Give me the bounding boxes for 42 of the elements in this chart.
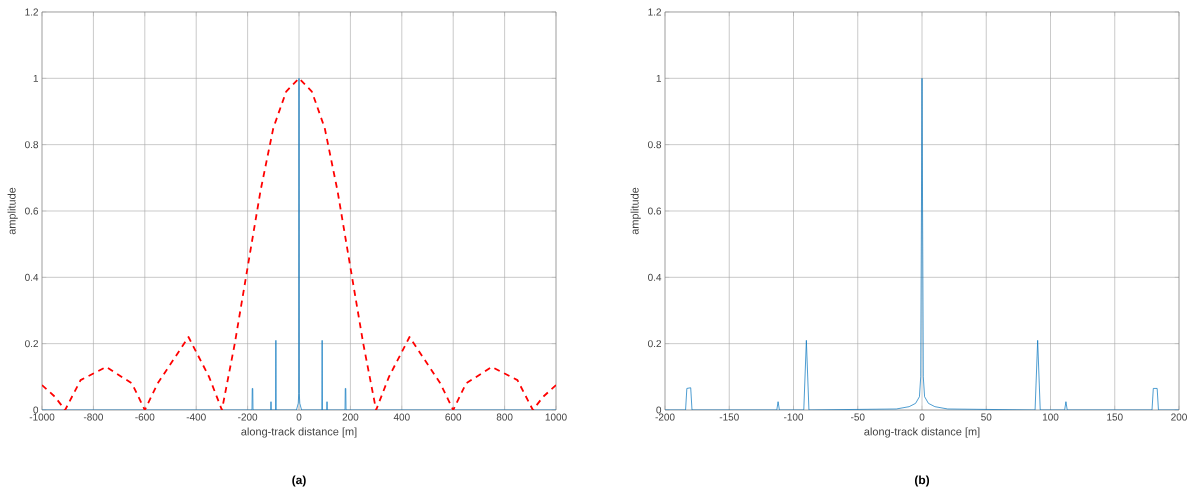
y-tick-label: 1 [33, 74, 39, 82]
y-axis-title: amplitude [630, 187, 641, 235]
y-tick-label: 0.8 [25, 141, 39, 149]
x-tick-label: 200 [342, 413, 359, 421]
y-axis-title: amplitude [7, 187, 18, 235]
x-tick-label: -100 [783, 413, 804, 421]
x-tick-label: 0 [296, 413, 302, 421]
x-tick-label: -1000 [29, 413, 55, 421]
y-tick-label: 0 [656, 406, 662, 414]
y-tick-label: 0.4 [25, 273, 39, 281]
x-tick-label: 400 [393, 413, 410, 421]
x-axis-title: along-track distance [m] [864, 427, 980, 438]
x-tick-label: 200 [1171, 413, 1187, 421]
x-tick-label: -200 [655, 413, 675, 421]
x-tick-label: 1000 [545, 413, 567, 421]
x-tick-label: 50 [981, 413, 992, 421]
y-tick-label: 1 [656, 74, 662, 82]
x-tick-label: 0 [919, 413, 925, 421]
text: (b) [914, 475, 930, 487]
x-tick-label: 100 [1042, 413, 1059, 421]
x-axis-title: along-track distance [m] [241, 427, 357, 438]
x-tick-label: 600 [445, 413, 462, 421]
y-tick-label: 0.6 [648, 207, 662, 215]
line-series [665, 77, 1180, 410]
x-tick-label: -150 [719, 413, 739, 421]
x-tick-label: -600 [135, 413, 155, 421]
y-tick-label: 0.6 [25, 207, 39, 215]
y-tick-label: 0.4 [648, 273, 662, 281]
x-tick-label: -800 [83, 413, 103, 421]
y-tick-label: 0.2 [648, 340, 661, 348]
x-tick-label: -400 [186, 413, 206, 421]
y-tick-label: 0.2 [25, 340, 38, 348]
x-tick-label: 800 [496, 413, 513, 421]
x-tick-label: 150 [1107, 413, 1123, 421]
line-series [42, 77, 557, 410]
y-tick-label: 0 [33, 406, 39, 414]
y-tick-label: 0.8 [648, 141, 662, 149]
x-tick-label: -200 [238, 413, 258, 421]
y-tick-label: 1.2 [648, 8, 661, 16]
y-tick-label: 1.2 [25, 8, 38, 16]
text: (a) [292, 475, 306, 487]
x-tick-label: -50 [851, 413, 865, 421]
